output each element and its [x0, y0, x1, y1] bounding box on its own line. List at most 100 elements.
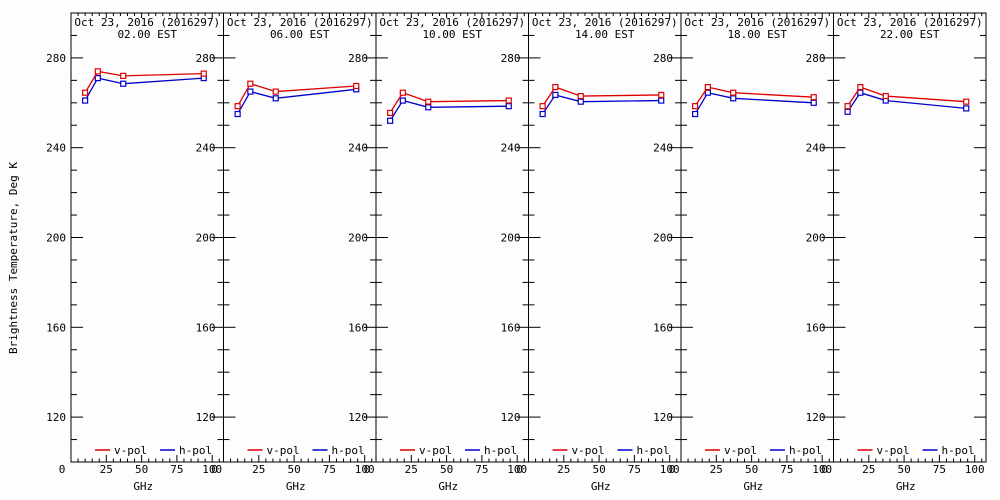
series-h-pol — [82, 75, 207, 104]
y-tick-label: 200 — [501, 232, 521, 245]
series-h-pol — [539, 91, 665, 118]
panel-title-date: Oct 23, 2016 (2016297) — [532, 16, 678, 29]
y-axis-ticks — [833, 34, 986, 441]
x-axis-unit-label: GHz — [286, 480, 306, 493]
panel-title-time: 18.00 EST — [727, 28, 787, 41]
x-tick-label: 75 — [780, 463, 793, 476]
panel-title-date: Oct 23, 2016 (2016297) — [684, 16, 830, 29]
series-h-pol — [387, 97, 512, 124]
x-axis-labels: 0 25 50 75 100 — [364, 463, 527, 476]
y-axis-labels-inner: 120 160 200 240 280 — [348, 52, 368, 424]
data-point-marker — [200, 70, 207, 77]
data-point-marker — [82, 97, 89, 104]
panel-title-date: Oct 23, 2016 (2016297) — [837, 16, 983, 29]
panel-title-time: 14.00 EST — [575, 28, 635, 41]
legend-label-v-pol: v-pol — [877, 444, 910, 457]
legend: v-pol h-pol — [400, 444, 517, 457]
series-line-v-pol — [389, 91, 509, 114]
data-point-marker — [234, 103, 241, 110]
series-line-h-pol — [847, 91, 967, 113]
y-axis-labels-outer: 120 160 200 240 280 — [46, 52, 66, 424]
series-v-pol — [692, 83, 817, 110]
y-tick-label: 240 — [196, 142, 216, 155]
series-line-v-pol — [847, 86, 967, 107]
y-tick-label: 280 — [501, 52, 521, 65]
y-tick-label: 120 — [806, 411, 826, 424]
panel-title-time: 22.00 EST — [880, 28, 940, 41]
x-tick-label: 0 — [211, 463, 218, 476]
series-line-v-pol — [84, 70, 204, 94]
x-axis-unit-label: GHz — [438, 480, 458, 493]
panel-title-time: 02.00 EST — [117, 28, 177, 41]
legend-label-h-pol: h-pol — [942, 444, 975, 457]
legend: v-pol h-pol — [247, 444, 365, 457]
data-point-marker — [94, 75, 101, 82]
y-tick-label: 160 — [653, 321, 673, 334]
y-tick-label: 160 — [46, 321, 66, 334]
x-axis-labels: 0 25 50 75 100 — [821, 463, 984, 476]
data-point-marker — [810, 99, 817, 106]
legend-label-v-pol: v-pol — [572, 444, 605, 457]
legend: v-pol h-pol — [705, 444, 822, 457]
data-point-marker — [120, 72, 127, 79]
data-point-marker — [704, 83, 711, 91]
y-tick-label: 120 — [501, 411, 521, 424]
y-tick-label: 200 — [196, 232, 216, 245]
panel-5: Oct 23, 2016 (2016297)18.00 EST 120 160 200… — [669, 12, 834, 493]
legend-label-v-pol: v-pol — [419, 444, 452, 457]
data-point-marker — [658, 97, 665, 104]
panel-6: Oct 23, 2016 (2016297)22.00 EST 0 25 50 75 10… — [821, 12, 987, 493]
series-line-v-pol — [694, 86, 814, 107]
y-tick-label: 120 — [653, 411, 673, 424]
data-point-marker — [577, 92, 584, 100]
data-point-marker — [552, 83, 559, 91]
data-point-marker — [399, 97, 406, 104]
y-tick-label: 240 — [501, 142, 521, 155]
x-axis-labels: 0 25 50 75 100 — [59, 463, 222, 476]
y-tick-label: 160 — [196, 321, 216, 334]
data-point-marker — [247, 88, 254, 95]
data-point-marker — [247, 80, 254, 87]
x-axis-unit-label: GHz — [896, 480, 916, 493]
x-axis-unit-label: GHz — [743, 480, 763, 493]
data-point-marker — [425, 104, 432, 111]
legend-label-h-pol: h-pol — [789, 444, 822, 457]
x-tick-label: 75 — [628, 463, 641, 476]
y-tick-label: 280 — [653, 52, 673, 65]
legend-label-h-pol: h-pol — [332, 444, 365, 457]
x-tick-label: 0 — [59, 463, 66, 476]
data-point-marker — [387, 117, 394, 124]
x-axis-ticks — [230, 13, 373, 462]
data-point-marker — [882, 92, 889, 100]
x-axis-ticks — [382, 13, 525, 462]
panel-title-date: Oct 23, 2016 (2016297) — [74, 16, 220, 29]
x-axis-ticks — [77, 13, 220, 462]
legend-label-h-pol: h-pol — [484, 444, 517, 457]
legend: v-pol h-pol — [95, 444, 212, 457]
y-axis-ticks — [528, 34, 681, 441]
x-tick-label: 0 — [364, 463, 371, 476]
data-point-marker — [94, 68, 101, 75]
y-axis-labels-inner: 120 160 200 240 280 — [501, 52, 521, 424]
data-point-marker — [353, 82, 360, 90]
y-tick-label: 280 — [196, 52, 216, 65]
y-axis-ticks — [223, 34, 376, 441]
data-point-marker — [730, 89, 737, 96]
x-tick-label: 75 — [170, 463, 183, 476]
legend: v-pol h-pol — [552, 444, 670, 457]
y-tick-label: 120 — [46, 411, 66, 424]
series-line-v-pol — [237, 82, 357, 107]
x-axis-unit-label: GHz — [591, 480, 611, 493]
legend-label-v-pol: v-pol — [267, 444, 300, 457]
data-point-marker — [399, 89, 406, 96]
y-tick-label: 200 — [46, 232, 66, 245]
series-h-pol — [692, 89, 817, 118]
series-line-h-pol — [237, 88, 357, 115]
series-line-h-pol — [389, 99, 509, 122]
y-tick-label: 120 — [196, 411, 216, 424]
series-line-h-pol — [84, 77, 204, 101]
series-line-v-pol — [542, 86, 662, 107]
x-tick-label: 100 — [507, 463, 527, 476]
data-point-marker — [577, 98, 584, 105]
y-tick-label: 240 — [348, 142, 368, 155]
